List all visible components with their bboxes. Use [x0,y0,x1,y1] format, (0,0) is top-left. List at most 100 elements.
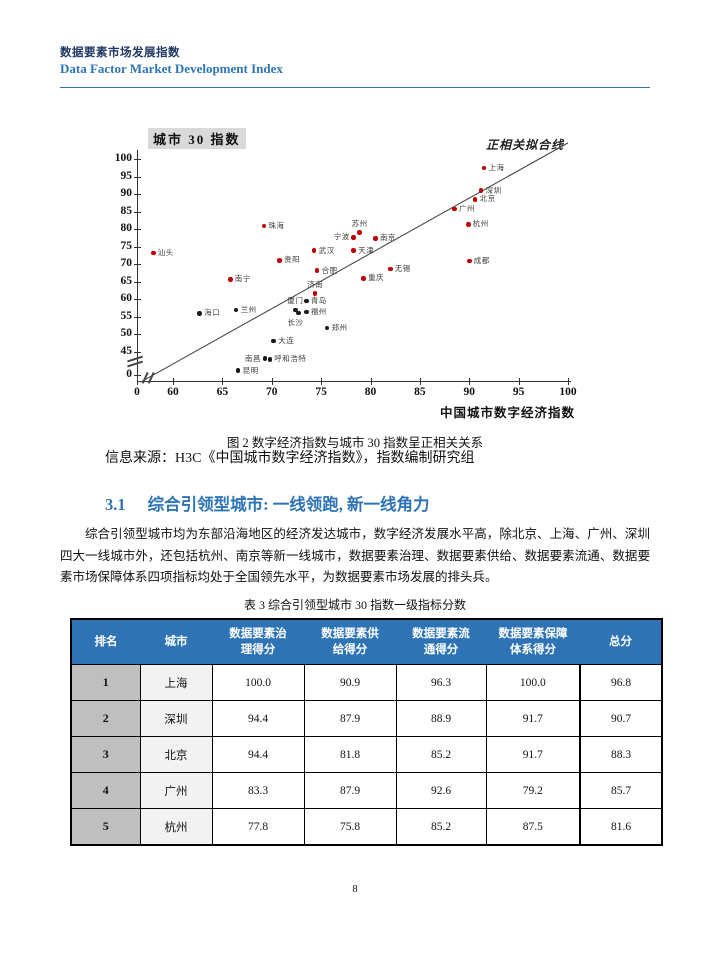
table-cell: 77.8 [211,808,305,846]
table-header-cell: 数据要素供 给得分 [304,619,396,665]
point-label: 天津 [358,245,375,255]
data-point [304,298,309,304]
y-tick-mark [134,316,141,318]
y-tick-mark [134,211,141,213]
point-label: 大连 [278,335,295,345]
y-tick-mark [134,334,141,336]
section-title: 综合引领型城市: 一线领跑, 新一线角力 [147,495,430,514]
section-heading: 3.1 综合引领型城市: 一线领跑, 新一线角力 [105,491,430,515]
y-tick-label: 80 [120,222,133,235]
point-label: 珠海 [268,221,285,231]
fit-line [140,142,569,383]
y-tick-mark [134,351,141,353]
x-tick-label: 75 [315,386,327,398]
data-point [452,206,457,212]
table-cell: 杭州 [139,808,213,846]
x-tick-mark [173,378,174,385]
table-cell: 87.9 [303,772,397,809]
data-point [357,230,362,235]
table-cell: 85.2 [395,808,487,846]
x-tick-label: 65 [216,386,229,398]
y-tick-mark [134,176,141,178]
x-tick-mark [321,378,323,385]
data-point [262,356,268,361]
figure-source: 信息来源：H3C《中国城市数字经济指数》，指数编制研究组 [105,451,475,466]
header-title-en: Data Factor Market Development Index [60,61,283,76]
table-cell: 1 [70,664,141,701]
data-point [261,223,267,229]
point-label: 上海 [488,163,505,173]
y-tick-label: 70 [120,257,133,270]
data-point [314,268,320,273]
point-label: 无锡 [394,264,411,274]
x-axis-title: 中国城市数字经济指数 [440,406,576,420]
table-header-cell: 城市 [140,619,212,665]
data-point [293,307,298,313]
point-label: 南昌 [244,353,261,363]
x-tick-mark [137,378,138,385]
y-tick-mark [134,159,141,160]
point-label: 长沙 [287,318,304,328]
body-paragraph: 综合引领型城市均为东部沿海地区的经济发达城市，数字经济发展水平高，除北京、上海、… [60,527,650,584]
y-tick-mark [134,194,141,196]
table-cell: 91.7 [485,736,581,773]
point-label: 广州 [458,203,475,213]
data-point [311,248,317,253]
point-label: 南京 [379,233,396,243]
table-cell: 91.7 [485,700,581,737]
point-label: 呼和浩特 [274,354,307,364]
point-label: 重庆 [368,273,385,283]
table-cell: 5 [70,808,141,846]
x-tick-label: 100 [559,386,577,398]
table-cell: 79.2 [485,772,581,809]
x-tick-mark [222,378,224,385]
x-tick-mark [370,378,372,385]
table-cell: 85.2 [395,736,487,773]
data-point [478,188,484,193]
point-label: 南宁 [234,274,251,284]
y-tick-mark [134,281,141,283]
table-caption: 表 3 综合引领型城市 30 指数一级指标分数 [243,598,466,612]
data-point [361,276,366,281]
x-tick-label: 0 [134,386,140,398]
section-number: 3.1 [105,495,126,514]
data-point [197,311,202,316]
table-cell: 4 [70,772,141,809]
y-tick-mark [134,264,141,266]
table-cell: 85.7 [579,772,663,809]
table-cell: 88.9 [395,700,487,737]
table-header-row: 排名 城市 数据要素治 理得分 数据要素供 给得分 数据要素流 通得分 数据要素保障 体系… [71,619,662,665]
table-cell: 88.3 [579,736,663,773]
table-cell: 上海 [139,664,213,701]
point-label: 成都 [473,256,490,266]
point-label: 昆明 [242,365,259,375]
x-axis [137,381,571,382]
table-cell: 90.7 [579,700,663,737]
x-tick-label: 60 [167,386,179,398]
table-cell: 75.8 [303,808,397,846]
page-number: 8 [352,884,358,895]
fit-line-label: 正相关拟合线 [486,138,565,152]
y-tick-mark [134,299,141,301]
table-cell: 81.8 [303,736,397,773]
y-tick-label: 55 [120,309,133,322]
table-header-cell: 排名 [71,619,140,665]
table-row: 5 杭州 77.8 75.8 85.2 87.5 81.6 [70,808,663,846]
x-tick-mark [271,378,273,385]
y-tick-label: 95 [120,169,133,182]
point-label: 苏州 [351,218,368,228]
y-axis-break-icon [127,360,143,367]
y-tick-mark [134,246,141,248]
data-point [351,248,356,253]
table-cell: 北京 [139,736,213,773]
table-row: 2 深圳 94.4 87.9 88.9 91.7 90.7 [70,700,663,737]
point-label: 深圳 [485,185,502,195]
y-tick-label: 85 [120,204,133,217]
data-point [388,266,393,272]
table-cell: 深圳 [139,700,213,737]
data-point [351,235,356,240]
x-tick-label: 70 [266,386,278,398]
scatter-chart: 城市 30 指数 正相关拟合线 中国城市数字经济指数 0 60 65 70 75 80 85… [110,120,600,425]
point-label: 济南 [307,279,324,289]
